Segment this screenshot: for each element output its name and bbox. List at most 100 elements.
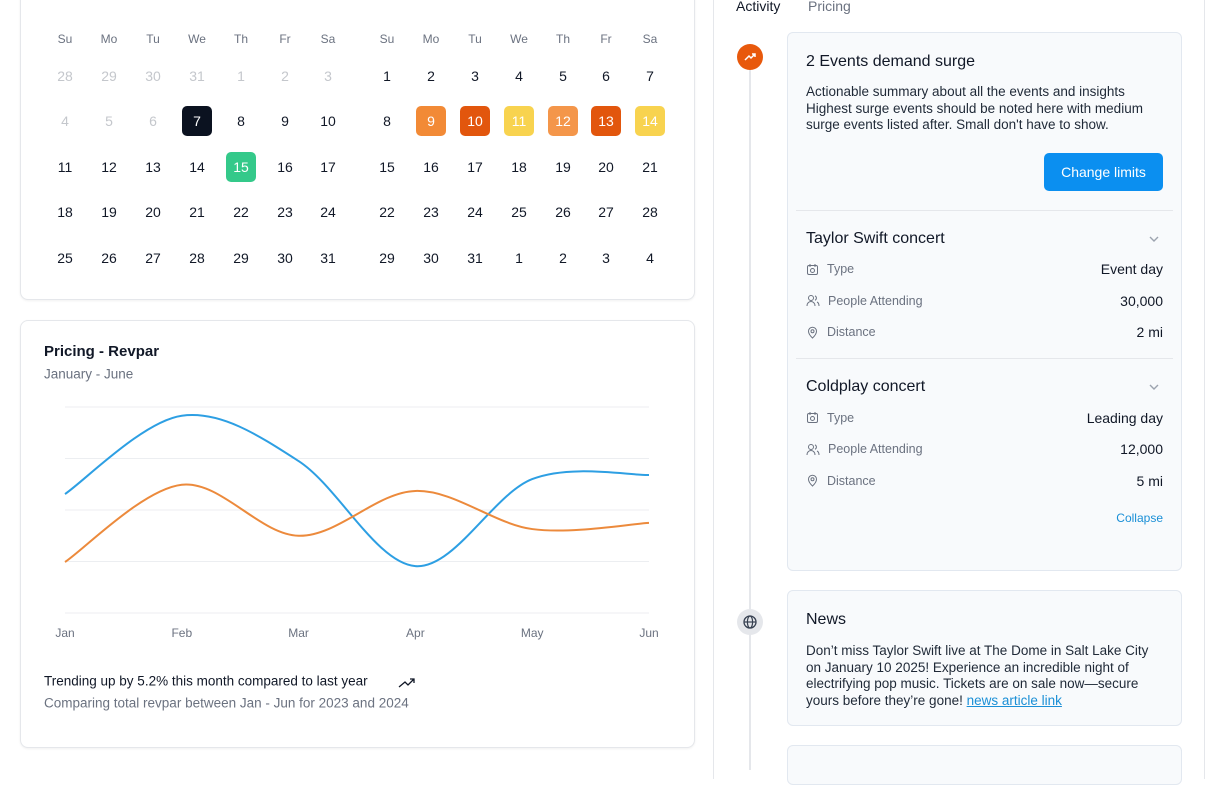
calendar-day[interactable]: 12 bbox=[548, 106, 578, 136]
calendar-day[interactable]: 25 bbox=[57, 250, 73, 266]
calendar-day[interactable]: 27 bbox=[145, 250, 161, 266]
calendar-day[interactable]: 11 bbox=[504, 106, 534, 136]
calendar-day[interactable]: 29 bbox=[101, 68, 117, 84]
calendar-day[interactable]: 2 bbox=[281, 68, 289, 84]
calendar-day[interactable]: 1 bbox=[383, 68, 391, 84]
calendar-day[interactable]: 12 bbox=[101, 159, 117, 175]
event-name: Coldplay concert bbox=[806, 376, 1163, 398]
calendar-day[interactable]: 30 bbox=[423, 250, 439, 266]
calendar-day[interactable]: 10 bbox=[320, 113, 336, 129]
calendar-day[interactable]: 26 bbox=[101, 250, 117, 266]
calendar-day[interactable]: 25 bbox=[511, 204, 527, 220]
calendar-day[interactable]: 4 bbox=[61, 113, 69, 129]
calendar-day[interactable]: 20 bbox=[598, 159, 614, 175]
weekday-label: Sa bbox=[642, 32, 658, 46]
calendar-day[interactable]: 15 bbox=[226, 152, 256, 182]
calendar-day[interactable]: 28 bbox=[642, 204, 658, 220]
calendar-day[interactable]: 9 bbox=[416, 106, 446, 136]
page: Events dashboard { "calendar": { "months… bbox=[20, 0, 1205, 785]
calendar-day[interactable]: 4 bbox=[515, 68, 523, 84]
detail-label-text: Type bbox=[827, 410, 855, 425]
expand-chevron[interactable] bbox=[1147, 379, 1161, 401]
weekday-label: Tu bbox=[468, 32, 482, 46]
trend-icon bbox=[398, 678, 415, 688]
calendar-day[interactable]: 8 bbox=[237, 113, 245, 129]
collapse-link[interactable]: Collapse bbox=[1116, 510, 1163, 525]
calendar-day[interactable]: 17 bbox=[320, 159, 336, 175]
calendar-day[interactable]: 6 bbox=[149, 113, 157, 129]
calendar-day[interactable]: 6 bbox=[602, 68, 610, 84]
change-limits-button[interactable]: Change limits bbox=[1044, 152, 1163, 191]
calendar-day[interactable]: 5 bbox=[105, 113, 113, 129]
calendar-day[interactable]: 31 bbox=[467, 250, 483, 266]
calendar-day[interactable]: 2 bbox=[559, 250, 567, 266]
calendar-day[interactable]: 20 bbox=[145, 204, 161, 220]
detail-row: People Attending 30,000 bbox=[806, 285, 1163, 317]
calendar-day[interactable]: 5 bbox=[559, 68, 567, 84]
calendar-day[interactable]: 24 bbox=[320, 204, 336, 220]
surge-icon bbox=[737, 44, 763, 70]
calendar-day[interactable]: 19 bbox=[101, 204, 117, 220]
x-tick-label: Jun bbox=[639, 626, 658, 640]
calendar-day[interactable]: 13 bbox=[591, 106, 621, 136]
calendar-day[interactable]: 29 bbox=[233, 250, 249, 266]
news-link[interactable]: news article link bbox=[966, 692, 1062, 708]
calendar-day[interactable]: 27 bbox=[598, 204, 614, 220]
calendar-day[interactable]: 3 bbox=[324, 68, 332, 84]
calendar-day[interactable]: 16 bbox=[423, 159, 439, 175]
calendar-day[interactable]: 16 bbox=[277, 159, 293, 175]
event-item: Coldplay concert Type Leading day People At… bbox=[796, 358, 1173, 507]
calendar-day[interactable]: 23 bbox=[423, 204, 439, 220]
calendar-day[interactable]: 7 bbox=[646, 68, 654, 84]
calendar-day[interactable]: 26 bbox=[555, 204, 571, 220]
calendar-day[interactable]: 28 bbox=[189, 250, 205, 266]
detail-value: 30,000 bbox=[1120, 292, 1163, 309]
calendar-day[interactable]: 29 bbox=[379, 250, 395, 266]
calendar-day[interactable]: 1 bbox=[237, 68, 245, 84]
calendar-day[interactable]: 23 bbox=[277, 204, 293, 220]
calendar-day[interactable]: 24 bbox=[467, 204, 483, 220]
calendar-day[interactable]: 14 bbox=[189, 159, 205, 175]
calendar-day[interactable]: 21 bbox=[642, 159, 658, 175]
tab[interactable]: Pricing bbox=[808, 0, 851, 14]
calendar-day[interactable]: 31 bbox=[189, 68, 205, 84]
calendar-day[interactable]: 17 bbox=[467, 159, 483, 175]
activity-panel bbox=[713, 0, 1205, 779]
detail-label-text: Type bbox=[827, 262, 855, 277]
calendar-day[interactable]: 11 bbox=[57, 159, 73, 175]
calendar-day[interactable]: 7 bbox=[182, 106, 212, 136]
calendar-day[interactable]: 13 bbox=[145, 159, 161, 175]
chart-caption: Comparing total revpar between Jan - Jun… bbox=[44, 696, 409, 711]
calendar-day[interactable]: 28 bbox=[57, 68, 73, 84]
calendar-day[interactable]: 10 bbox=[460, 106, 490, 136]
calendar-day[interactable]: 18 bbox=[511, 159, 527, 175]
calendar-day[interactable]: 18 bbox=[57, 204, 73, 220]
chart-title: Pricing - Revpar bbox=[44, 343, 159, 360]
calendar-day[interactable]: 15 bbox=[379, 159, 395, 175]
detail-row: Distance 2 mi bbox=[806, 317, 1163, 349]
calendar-day[interactable]: 14 bbox=[635, 106, 665, 136]
calendar-day[interactable]: 1 bbox=[515, 250, 523, 266]
calendar-day[interactable]: 21 bbox=[189, 204, 205, 220]
calendar-day[interactable]: 9 bbox=[281, 113, 289, 129]
calendar-day[interactable]: 2 bbox=[427, 68, 435, 84]
timeline-line bbox=[749, 70, 751, 770]
trend-text: Trending up by 5.2% this month compared … bbox=[44, 674, 368, 689]
calendar-day[interactable]: 3 bbox=[471, 68, 479, 84]
calendar-day[interactable]: 22 bbox=[233, 204, 249, 220]
calendar-day[interactable]: 8 bbox=[383, 113, 391, 129]
tab[interactable]: Activity bbox=[736, 0, 781, 14]
detail-value: 2 mi bbox=[1136, 324, 1163, 341]
calendar-day[interactable]: 30 bbox=[277, 250, 293, 266]
calendar-day[interactable]: 22 bbox=[379, 204, 395, 220]
expand-chevron[interactable] bbox=[1147, 231, 1161, 253]
calendar-day[interactable]: 19 bbox=[555, 159, 571, 175]
weekday-label: Sa bbox=[320, 32, 336, 46]
card-description: Actionable summary about all the events … bbox=[806, 84, 1143, 132]
detail-value: 5 mi bbox=[1136, 472, 1163, 489]
calendar-day[interactable]: 30 bbox=[145, 68, 161, 84]
calendar-day[interactable]: 3 bbox=[602, 250, 610, 266]
calendar-day[interactable]: 31 bbox=[320, 250, 336, 266]
calendar-day[interactable]: 4 bbox=[646, 250, 654, 266]
event-list: Taylor Swift concert Type Event day People … bbox=[796, 209, 1173, 507]
